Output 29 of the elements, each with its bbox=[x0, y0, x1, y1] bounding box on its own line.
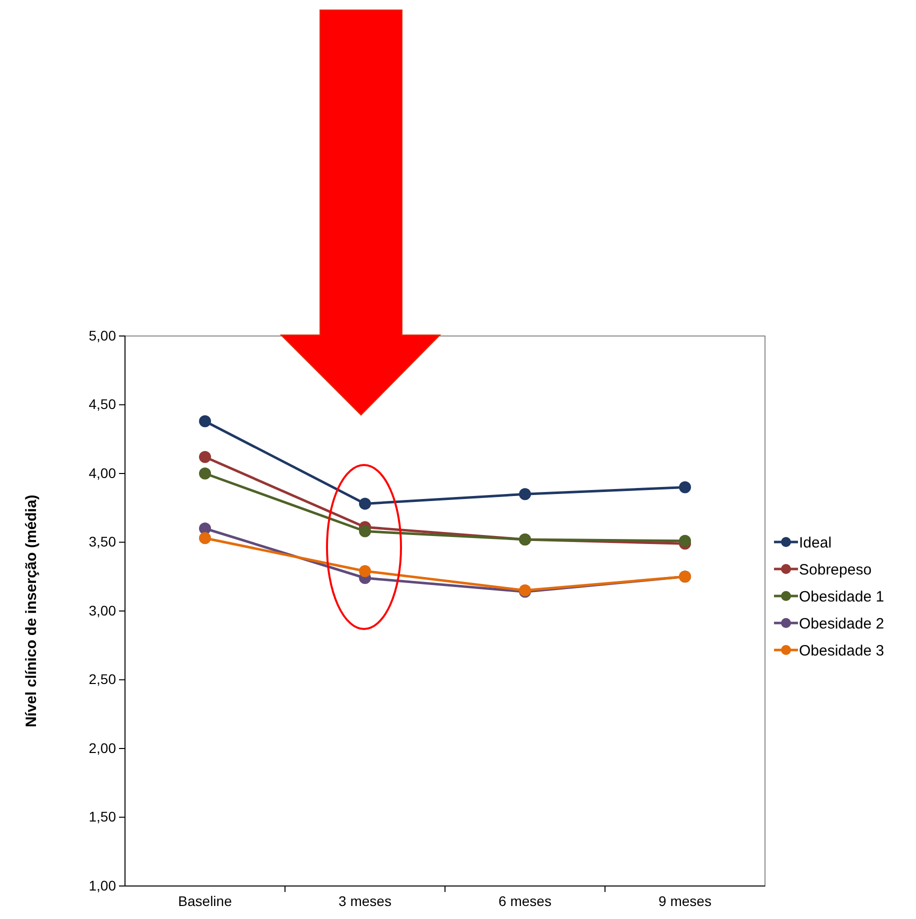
point bbox=[199, 468, 211, 480]
point bbox=[679, 481, 691, 494]
point bbox=[519, 488, 531, 500]
y-tick-label: 3,50 bbox=[88, 534, 116, 550]
point bbox=[679, 534, 691, 547]
legend-label: Ideal bbox=[799, 534, 832, 552]
point bbox=[359, 525, 371, 538]
legend-label: Obesidade 2 bbox=[799, 615, 884, 632]
y-tick-label: 1,50 bbox=[88, 808, 116, 825]
legend-label: Sobrepeso bbox=[799, 561, 872, 578]
point bbox=[199, 451, 211, 463]
legend-label: Obesidade 3 bbox=[799, 642, 884, 660]
point bbox=[359, 498, 371, 510]
y-tick-label: 2,50 bbox=[88, 671, 116, 688]
x-tick-label: 6 meses bbox=[498, 892, 552, 909]
y-tick-label: 5,00 bbox=[88, 327, 116, 344]
y-tick-label: 3,00 bbox=[88, 602, 116, 618]
y-tick-label: 2,00 bbox=[88, 740, 116, 756]
y-tick-label: 4,00 bbox=[88, 464, 116, 481]
point bbox=[359, 565, 371, 578]
y-tick-label: 4,50 bbox=[88, 396, 116, 412]
legend-label: Obesidade 1 bbox=[799, 588, 884, 606]
x-tick-label: 9 meses bbox=[658, 892, 712, 909]
x-tick-label: Baseline bbox=[178, 892, 232, 909]
y-axis-title: Nível clínico de inserção (média) bbox=[23, 494, 40, 728]
point bbox=[199, 532, 211, 544]
y-tick-label: 1,00 bbox=[88, 877, 116, 894]
point bbox=[199, 415, 211, 428]
x-tick-label: 3 meses bbox=[338, 892, 392, 909]
